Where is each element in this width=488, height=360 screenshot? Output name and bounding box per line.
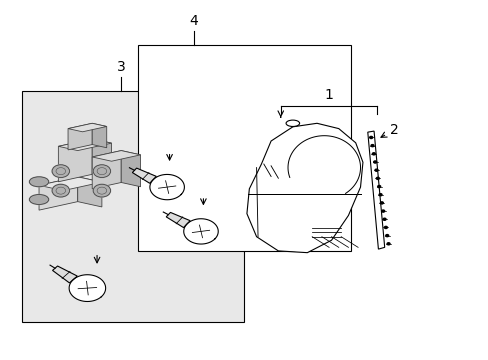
Polygon shape bbox=[92, 123, 106, 148]
Circle shape bbox=[93, 165, 110, 177]
Polygon shape bbox=[183, 219, 218, 244]
Circle shape bbox=[382, 218, 385, 220]
Polygon shape bbox=[166, 212, 190, 228]
Polygon shape bbox=[78, 177, 102, 207]
Circle shape bbox=[52, 165, 69, 177]
Circle shape bbox=[384, 226, 386, 229]
Circle shape bbox=[370, 145, 373, 147]
Circle shape bbox=[373, 161, 376, 163]
Circle shape bbox=[369, 136, 372, 139]
Circle shape bbox=[52, 184, 69, 197]
Ellipse shape bbox=[285, 120, 299, 126]
Polygon shape bbox=[92, 150, 140, 161]
Circle shape bbox=[372, 153, 374, 155]
Circle shape bbox=[377, 185, 380, 188]
Polygon shape bbox=[121, 150, 140, 187]
Polygon shape bbox=[58, 139, 111, 150]
Bar bbox=[138, 45, 350, 251]
Circle shape bbox=[93, 184, 110, 197]
Polygon shape bbox=[367, 131, 384, 249]
Text: 2: 2 bbox=[389, 123, 397, 138]
Ellipse shape bbox=[29, 177, 49, 187]
Circle shape bbox=[380, 202, 383, 204]
Polygon shape bbox=[39, 177, 78, 210]
Circle shape bbox=[381, 210, 384, 212]
Polygon shape bbox=[68, 123, 92, 150]
Polygon shape bbox=[246, 123, 362, 253]
Polygon shape bbox=[58, 139, 92, 182]
Polygon shape bbox=[68, 123, 106, 132]
Circle shape bbox=[374, 169, 377, 171]
Polygon shape bbox=[52, 266, 77, 283]
Polygon shape bbox=[92, 139, 111, 179]
Text: 3: 3 bbox=[117, 60, 125, 74]
Circle shape bbox=[376, 177, 379, 179]
Text: 1: 1 bbox=[324, 88, 333, 102]
Polygon shape bbox=[132, 168, 156, 183]
Circle shape bbox=[386, 243, 389, 245]
Bar bbox=[22, 91, 244, 322]
Circle shape bbox=[385, 235, 388, 237]
Polygon shape bbox=[150, 175, 184, 200]
Circle shape bbox=[378, 194, 381, 196]
Ellipse shape bbox=[29, 194, 49, 204]
Polygon shape bbox=[92, 150, 121, 189]
Polygon shape bbox=[39, 177, 102, 191]
Polygon shape bbox=[69, 275, 105, 302]
Text: 4: 4 bbox=[189, 14, 198, 28]
